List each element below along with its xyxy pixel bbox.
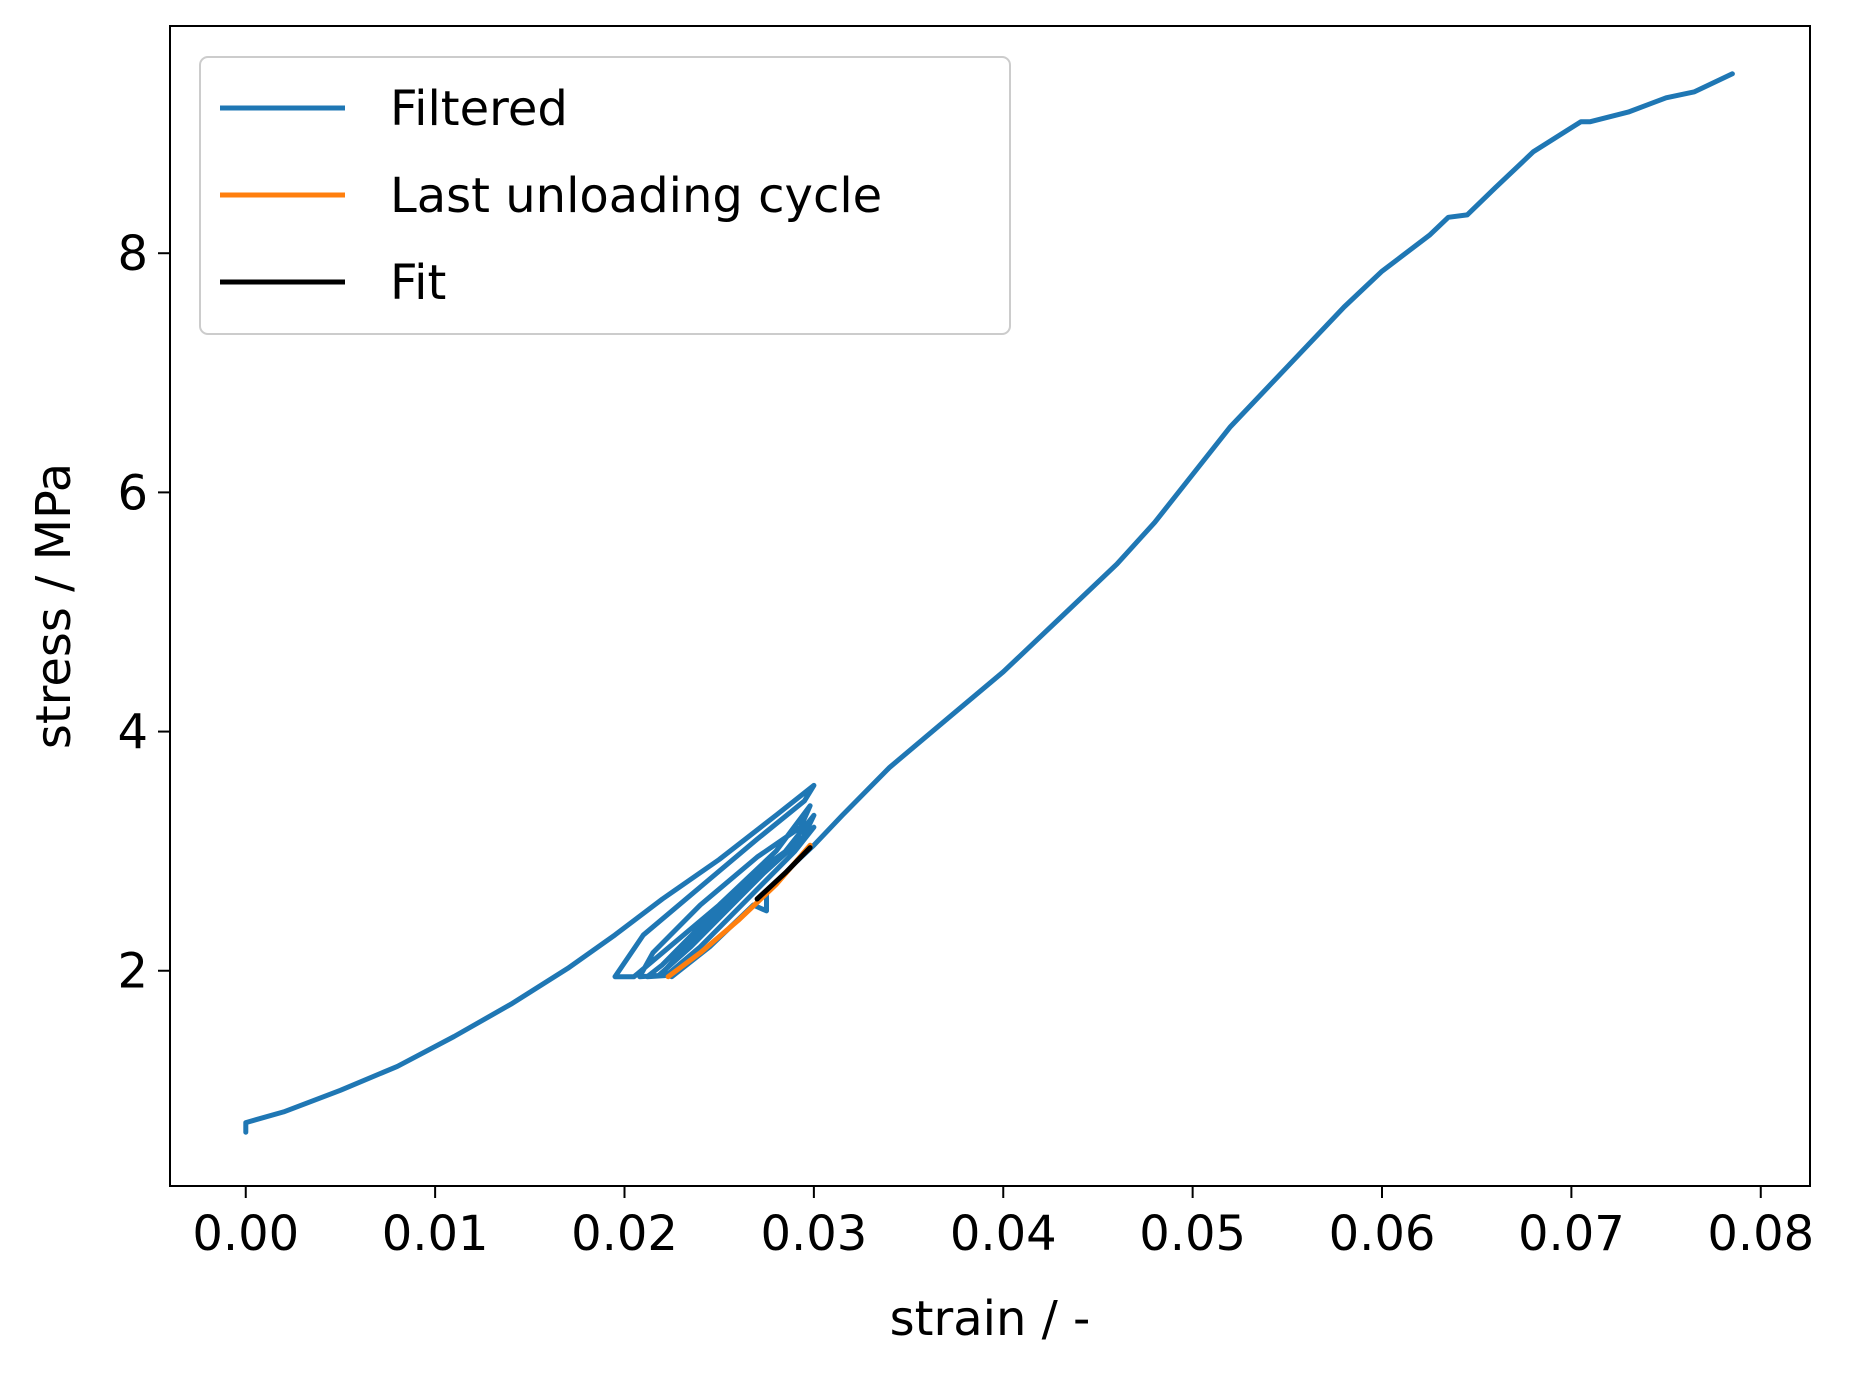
x-tick-label: 0.05 (1139, 1206, 1246, 1262)
y-tick-label: 4 (117, 705, 148, 761)
legend-entries: Filtered Last unloading cycle Fit (220, 81, 882, 311)
x-axis-ticks: 0.00 0.01 0.02 0.03 0.04 0.05 0.06 0.07 0.08 (192, 1186, 1814, 1262)
y-tick-label: 6 (117, 465, 148, 521)
series-layer (243, 71, 1735, 1135)
x-axis-label: strain / - (890, 1291, 1091, 1347)
series-line-fit (754, 845, 813, 902)
legend-label-last-unloading-cycle: Last unloading cycle (390, 168, 882, 224)
legend: Filtered Last unloading cycle Fit (199, 56, 1011, 335)
x-tick-label: 0.00 (192, 1206, 299, 1262)
x-tick-label: 0.07 (1518, 1206, 1625, 1262)
y-tick-label: 8 (117, 226, 148, 282)
y-axis-label: stress / MPa (26, 463, 82, 749)
legend-label-filtered: Filtered (390, 81, 568, 137)
plot-frame (169, 25, 1811, 1187)
x-tick-label: 0.06 (1329, 1206, 1436, 1262)
y-tick-label: 2 (117, 944, 148, 1000)
legend-box (199, 56, 1011, 335)
x-tick-label: 0.03 (760, 1206, 867, 1262)
x-tick-label: 0.04 (950, 1206, 1057, 1262)
legend-label-fit: Fit (390, 255, 446, 311)
x-tick-label: 0.08 (1707, 1206, 1814, 1262)
x-tick-label: 0.01 (382, 1206, 489, 1262)
x-tick-label: 0.02 (571, 1206, 678, 1262)
y-axis-ticks: 2 4 6 8 (117, 226, 170, 1000)
